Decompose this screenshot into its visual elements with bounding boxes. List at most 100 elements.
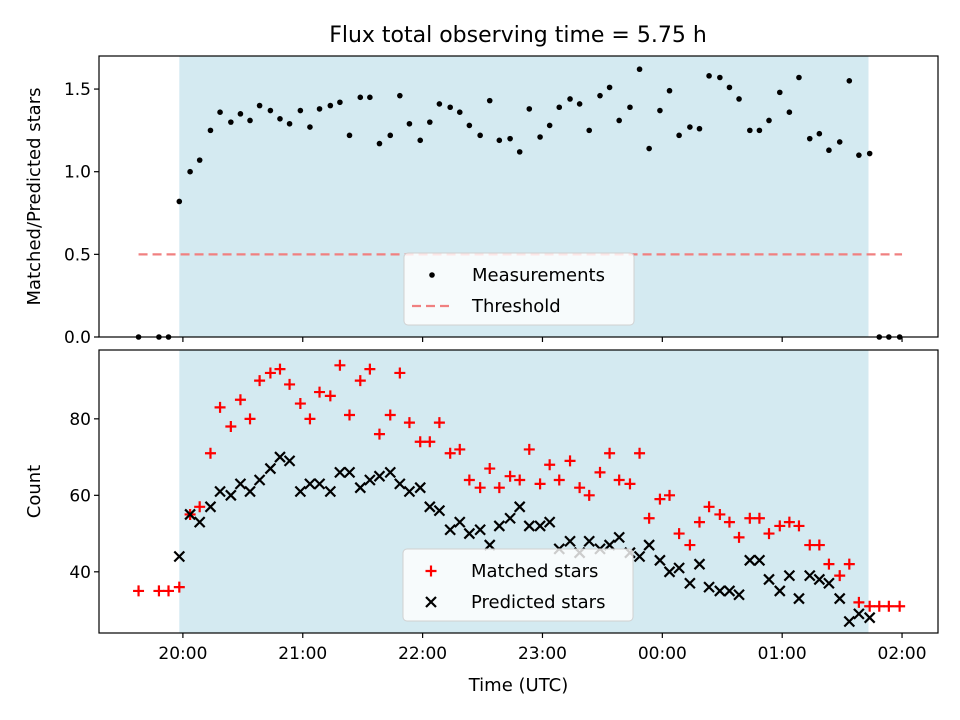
measurements-point (327, 102, 334, 109)
predicted-stars-point (214, 485, 226, 498)
legend-matched-swatch (425, 565, 437, 577)
predicted-stars-point (424, 501, 436, 513)
matched-stars-point (763, 528, 775, 540)
predicted-stars-point (733, 588, 745, 601)
measurements-point (297, 107, 304, 114)
chart-title: Flux total observing time = 5.75 h (329, 23, 707, 48)
matched-stars-point (643, 512, 655, 524)
matched-stars-point (703, 501, 715, 513)
predicted-stars-point (823, 577, 835, 590)
x-tick-label: 01:00 (758, 644, 807, 664)
x-axis-label: Time (UTC) (468, 675, 569, 696)
predicted-stars-point (744, 554, 756, 567)
matched-stars-point (834, 570, 846, 582)
measurements-point (456, 109, 463, 115)
matched-stars-point (873, 600, 885, 612)
predicted-stars-point (543, 516, 556, 528)
matched-stars-point (733, 531, 745, 543)
measurements-point (766, 117, 772, 124)
predicted-stars-point (813, 573, 826, 586)
matched-stars-point (254, 375, 266, 387)
measurements-point (866, 150, 873, 157)
predicted-stars-point (843, 615, 856, 628)
measurements-point (627, 104, 633, 111)
predicted-stars-point (264, 462, 277, 475)
matched-stars-point (344, 409, 356, 421)
matched-stars-point (384, 409, 396, 421)
matched-stars-point (523, 443, 535, 455)
matched-stars-point (673, 528, 685, 540)
matched-stars-point (424, 436, 436, 448)
matched-stars-point (403, 417, 415, 429)
predicted-stars-point (583, 535, 595, 547)
matched-stars-point (433, 417, 445, 429)
measurements-point (346, 132, 353, 139)
matched-stars-point (444, 447, 456, 459)
matched-stars-point (364, 363, 376, 375)
predicted-stars-point (603, 539, 616, 551)
matched-stars-point (504, 470, 516, 482)
y-tick-label: 40 (69, 563, 91, 583)
x-tick-label: 21:00 (278, 644, 327, 664)
matched-stars-point (583, 489, 595, 501)
measurements-point (387, 132, 394, 139)
predicted-stars-point (234, 478, 247, 490)
predicted-stars-point (373, 470, 386, 482)
predicted-stars-point (783, 569, 796, 582)
predicted-stars-point (753, 554, 766, 567)
measurements-point (636, 66, 643, 73)
predicted-stars-point (294, 485, 307, 498)
predicted-stars-point (453, 516, 466, 528)
matched-stars-point (843, 558, 855, 570)
legend-predicted-swatch (425, 596, 437, 608)
matched-stars-point (793, 520, 805, 532)
measurements-point (856, 152, 862, 158)
predicted-stars-point (483, 539, 496, 551)
measurements-point (286, 120, 293, 127)
y-tick-label: 0.5 (64, 245, 91, 265)
matched-stars-point (613, 474, 625, 486)
matched-stars-point (163, 585, 175, 597)
measurements-point (657, 107, 663, 114)
measurements-point (267, 107, 274, 114)
measurements-point (586, 127, 593, 134)
predicted-stars-point (304, 478, 316, 490)
measurements-point (576, 101, 583, 107)
predicted-stars-point (684, 577, 696, 590)
legend-label: Matched stars (471, 561, 598, 582)
predicted-stars-point (654, 554, 666, 567)
matched-stars-point (774, 520, 786, 532)
measurements-point (316, 106, 323, 112)
measurements-point (726, 84, 733, 91)
measurements-point (247, 117, 253, 124)
matched-stars-point (634, 447, 646, 459)
predicted-stars-point (493, 520, 506, 532)
matched-stars-point (574, 482, 586, 494)
matched-stars-point (314, 386, 326, 398)
matched-stars-point (225, 420, 237, 432)
predicted-stars-point (253, 474, 266, 486)
predicted-stars-point (384, 466, 397, 479)
measurements-point (846, 77, 853, 84)
measurements-point (567, 96, 573, 102)
measurements-point (357, 94, 364, 101)
legend-label: Predicted stars (471, 592, 605, 613)
measurements-point (546, 122, 553, 129)
measurements-point (696, 125, 703, 132)
measurements-point (516, 149, 523, 155)
measurements-point (187, 168, 193, 175)
matched-stars-point (463, 474, 475, 486)
predicted-stars-point (193, 516, 206, 528)
matched-stars-point (604, 447, 616, 459)
matched-stars-point (753, 512, 765, 524)
measurements-point (816, 130, 823, 137)
predicted-stars-point (774, 585, 786, 597)
predicted-stars-point (523, 520, 536, 532)
predicted-stars-point (334, 466, 346, 479)
y-axis-label: Count (24, 465, 45, 518)
predicted-stars-point (723, 585, 736, 597)
measurements-point (307, 124, 313, 130)
measurements-point (237, 111, 244, 117)
measurements-point (706, 73, 712, 79)
